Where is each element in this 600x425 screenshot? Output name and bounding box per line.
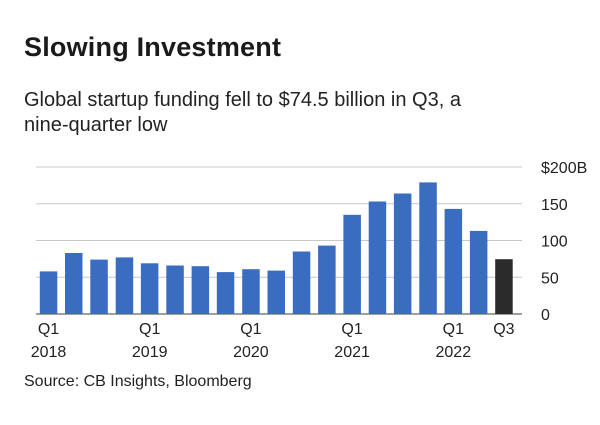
- bar: [140, 263, 159, 314]
- bar: [444, 208, 463, 314]
- x-tick-quarter-label: Q3: [493, 321, 514, 338]
- bars: [39, 182, 513, 314]
- bar: [191, 266, 210, 314]
- x-tick-year-label: 2019: [132, 344, 168, 361]
- bar: [242, 269, 260, 314]
- bar: [318, 245, 336, 314]
- x-tick-year-label: 2018: [31, 344, 67, 361]
- bar: [495, 259, 513, 314]
- x-tick-labels: Q1 2018 Q1 2019 Q1 2020 Q1 2021 Q1 2022 Q3: [31, 321, 515, 361]
- y-tick-label: 150: [541, 197, 568, 214]
- bar: [90, 259, 108, 314]
- x-tick-quarter-label: Q1: [38, 321, 59, 338]
- bar: [393, 193, 412, 314]
- source-note: Source: CB Insights, Bloomberg: [24, 373, 252, 390]
- y-tick-label: 100: [541, 234, 568, 251]
- x-tick-year-label: 2020: [233, 344, 269, 361]
- bar: [216, 272, 235, 314]
- y-tick-label: $200B: [541, 160, 587, 177]
- chart-subtitle: Global startup funding fell to $74.5 bil…: [24, 89, 461, 136]
- bar: [368, 201, 387, 314]
- x-tick-quarter-label: Q1: [341, 321, 362, 338]
- x-tick-quarter-label: Q1: [139, 321, 160, 338]
- bar: [343, 214, 361, 314]
- y-tick-label: 50: [541, 270, 559, 287]
- bar: [292, 251, 311, 314]
- bar: [65, 253, 83, 314]
- y-tick-label: 0: [541, 307, 550, 324]
- x-tick-year-label: 2022: [436, 344, 472, 361]
- bar: [419, 182, 437, 314]
- x-tick-quarter-label: Q1: [240, 321, 261, 338]
- x-tick-year-label: 2021: [334, 344, 370, 361]
- bar: [469, 230, 488, 314]
- y-tick-labels: 0 50 100 150 $200B: [541, 160, 587, 324]
- bar: [166, 265, 184, 314]
- chart-title: Slowing Investment: [24, 32, 282, 62]
- bar: [39, 271, 58, 314]
- bar: [115, 257, 134, 314]
- bar: [267, 270, 285, 314]
- x-tick-quarter-label: Q1: [443, 321, 464, 338]
